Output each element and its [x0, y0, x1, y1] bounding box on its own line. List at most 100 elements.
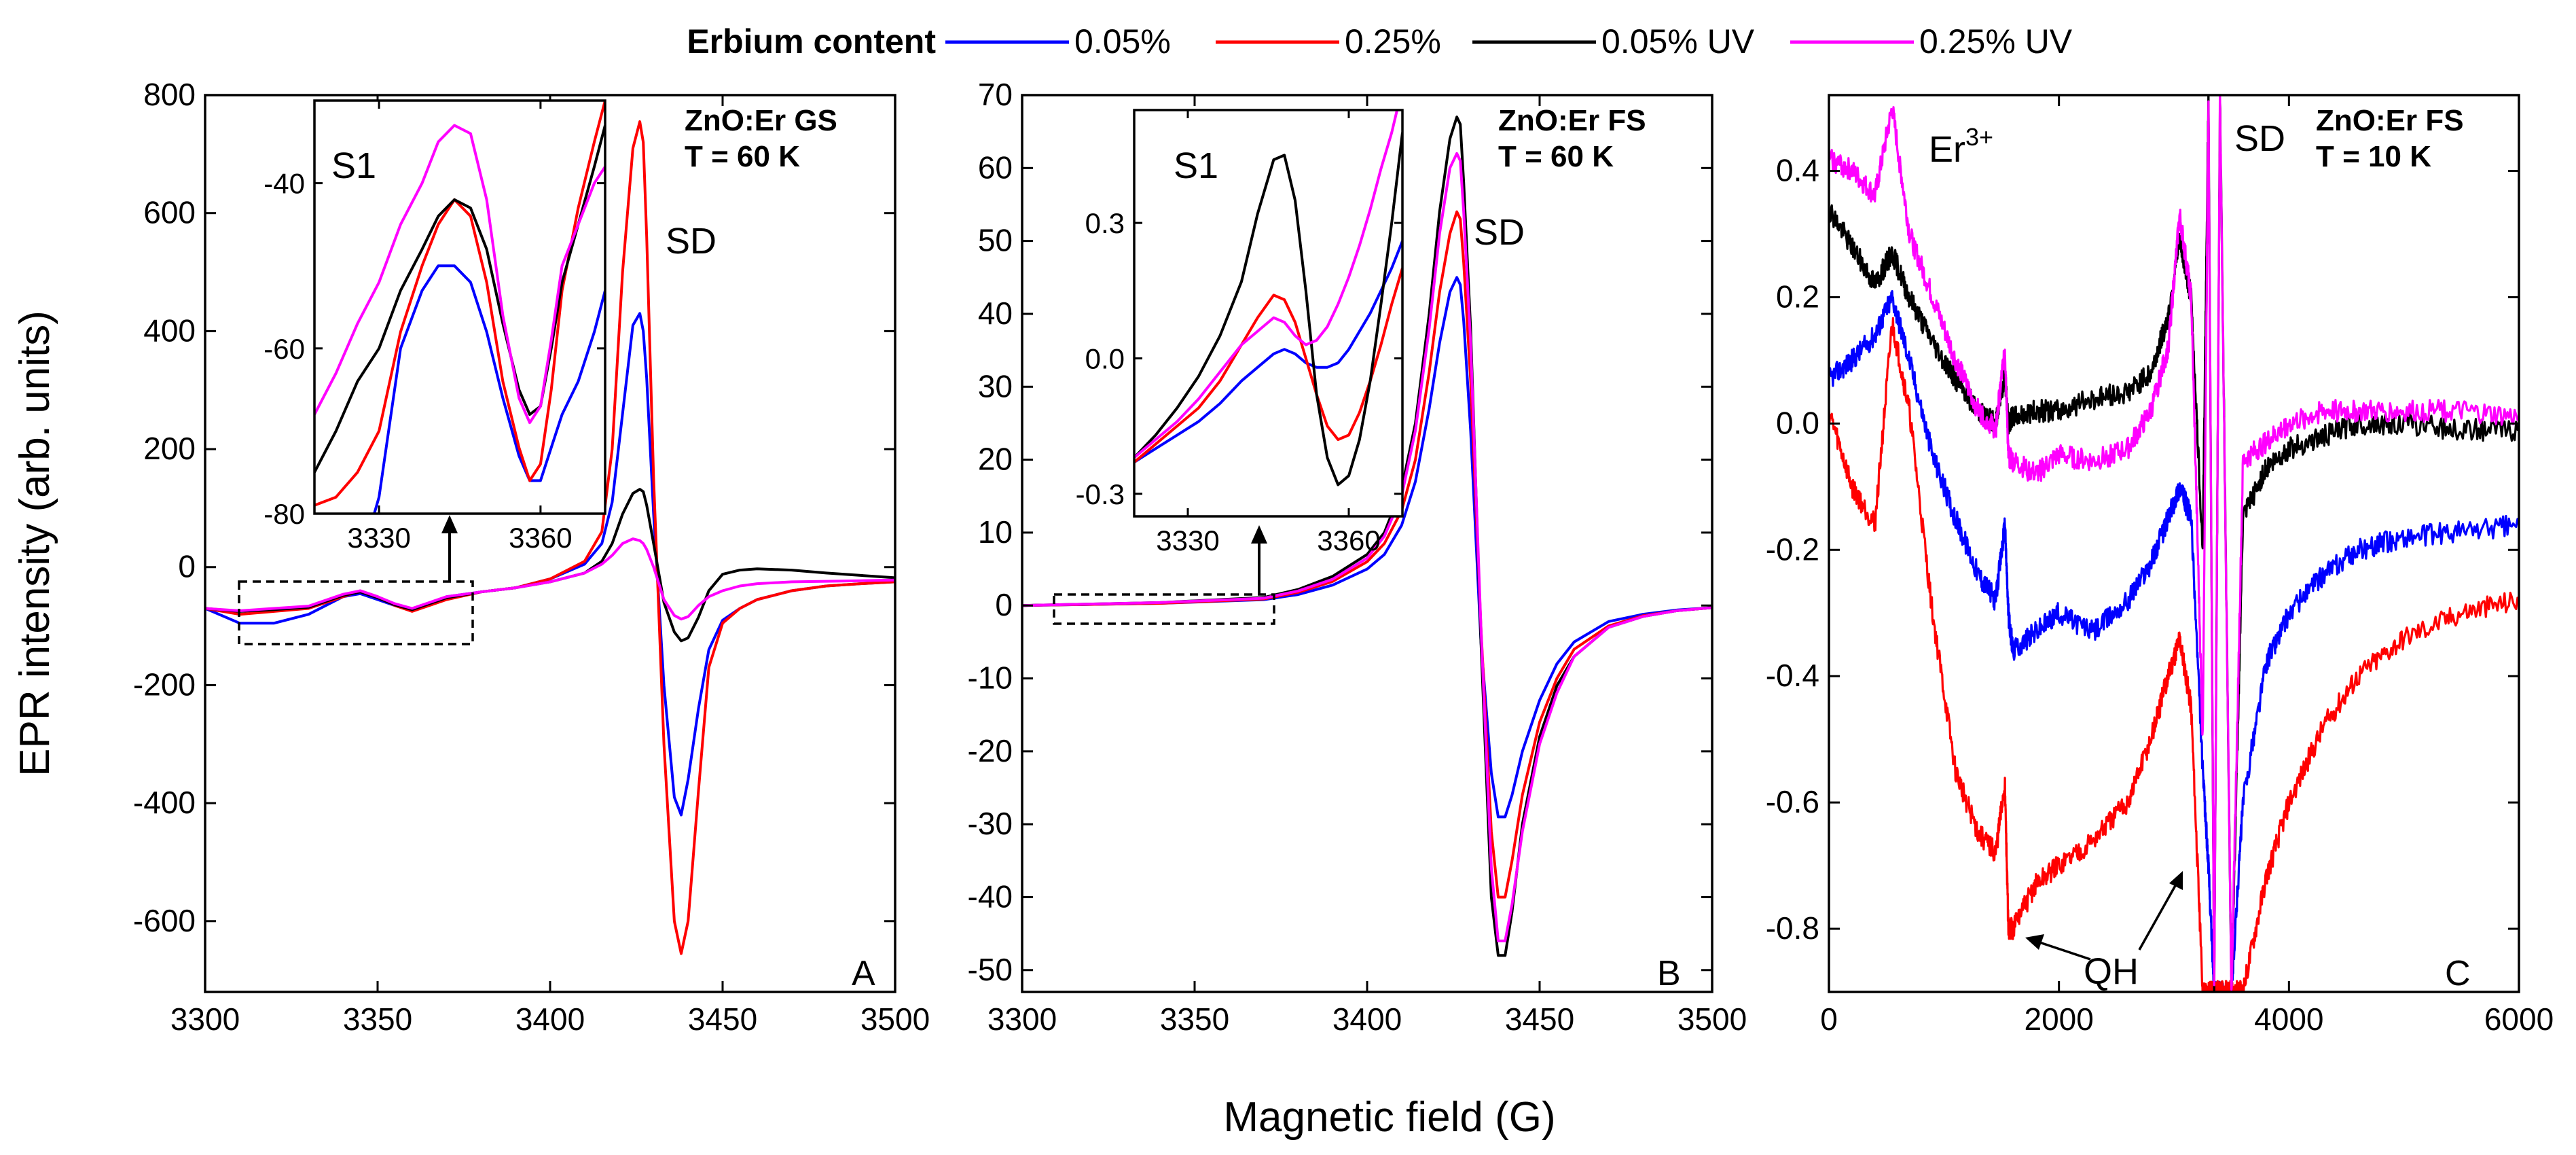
inset-b-y-tick-label-1: 0.0 [1085, 342, 1125, 374]
qh-arrow-left [2037, 940, 2091, 961]
inset-a-series-0-05-uv [314, 124, 605, 474]
legend-label-0: 0.05% [1074, 22, 1171, 60]
panel-a-series [205, 120, 895, 955]
inset-b-series [1134, 110, 1402, 486]
panel-c-qh-label: QH [2084, 951, 2139, 992]
panel-b-series [1022, 116, 1712, 957]
legend-title: Erbium content [687, 22, 936, 60]
panel-c-y-tick-label-1: -0.6 [1766, 784, 1819, 819]
panel-c-er-label: Er3+ [1929, 123, 1993, 170]
inset-b-x-tick-label-1: 3360 [1317, 525, 1380, 556]
panel-b-y-tick-label-9: 40 [978, 296, 1013, 331]
panel-b-title-line-2: T = 60 K [1498, 140, 1614, 173]
inset-b-axes: 3330 3360 -0.3 0.0 0.3 [1076, 109, 1404, 556]
legend-entry-2: 0.05% UV [1472, 22, 1755, 60]
panel-c-y-tick-label-6: 0.4 [1776, 153, 1819, 188]
panel-b-y-tick-label-4: -10 [968, 660, 1013, 696]
panel-b-x-tick-label-4: 3500 [1677, 1001, 1747, 1037]
inset-a-y-tick-label-2: -40 [264, 168, 305, 200]
panel-b-zoom-region [1053, 593, 1275, 625]
panel-c-x-tick-label-1: 2000 [2024, 1001, 2093, 1037]
panel-c-title-line-1: ZnO:Er FS [2316, 104, 2464, 137]
panel-a-zoom-arrowhead [441, 515, 458, 533]
panel-b-inset: 3330 3360 -0.3 0.0 0.3 [1076, 109, 1404, 556]
qh-arrow-right [2138, 883, 2178, 950]
legend-entry-1: 0.25% [1216, 22, 1441, 60]
panel-b-title-line-1: ZnO:Er FS [1498, 104, 1646, 137]
panel-a-y-tick-label-1: -400 [133, 785, 196, 820]
panel-a-series-0-25-uv [205, 537, 895, 621]
qh-arrowhead-left [2025, 934, 2044, 950]
panel-b-sd-label: SD [1474, 212, 1525, 253]
legend-label-1: 0.25% [1345, 22, 1441, 60]
legend-entry-0: 0.05% [945, 22, 1171, 60]
panel-b-letter: B [1657, 954, 1681, 993]
panel-a-zoom-region [238, 580, 474, 645]
panel-b-y-tick-label-0: -50 [968, 952, 1013, 987]
legend-label-2: 0.05% UV [1601, 22, 1755, 60]
panel-a-y-tick-label-0: -600 [133, 903, 196, 938]
legend-entry-3: 0.25% UV [1790, 22, 2073, 60]
panel-a-axes: 3300 3350 3400 3450 3500 -600 -400 -200 0 200 400 6… [133, 77, 930, 1037]
panel-b-axes: 3300 3350 3400 3450 3500 -50 -40 -30 -20 -10 0 10 20… [968, 77, 1747, 1037]
inset-a-series-0-05- [372, 264, 605, 514]
er-superscript: 3+ [1965, 123, 1993, 151]
panel-a-x-tick-label-3: 3450 [688, 1001, 757, 1037]
panel-b-series-0-05- [1022, 276, 1712, 819]
legend-label-3: 0.25% UV [1919, 22, 2073, 60]
panel-a-series-0-05- [205, 312, 895, 817]
panel-a-y-tick-label-6: 600 [143, 195, 196, 230]
inset-b-y-tick-label-0: -0.3 [1076, 478, 1125, 510]
inset-a-x-tick-label-0: 3330 [347, 522, 410, 554]
panel-b-y-tick-label-12: 70 [978, 77, 1013, 112]
panel-b-y-tick-label-5: 0 [995, 587, 1013, 622]
panel-c-series-0-05-uv [1829, 95, 2519, 992]
panel-c-sd-label: SD [2234, 118, 2285, 159]
inset-a-series-0-25-uv [314, 124, 605, 425]
inset-b-series-0-05- [1134, 240, 1402, 463]
panel-a-y-tick-label-7: 800 [143, 77, 196, 112]
inset-a-frame [313, 99, 606, 515]
panel-b-series-0-25-uv [1022, 152, 1712, 942]
inset-a-y-tick-label-1: -60 [264, 333, 305, 365]
y-axis-title: EPR intensity (arb. units) [12, 310, 58, 777]
panel-c-y-tick-label-3: -0.2 [1766, 531, 1819, 567]
panel-b: 3300 3350 3400 3450 3500 -50 -40 -30 -20 -10 0 10 20… [968, 77, 1747, 1037]
inset-a-x-tick-label-1: 3360 [509, 522, 572, 554]
inset-b-frame [1133, 109, 1404, 518]
panel-b-y-tick-label-11: 60 [978, 149, 1013, 185]
panel-c-x-tick-label-2: 4000 [2254, 1001, 2323, 1037]
qh-arrowhead-right [2169, 871, 2183, 890]
panel-a-y-tick-label-2: -200 [133, 667, 196, 702]
panel-c-series-0-25- [1829, 317, 2519, 992]
panel-c-y-tick-label-2: -0.4 [1766, 658, 1819, 693]
panel-c-x-tick-label-3: 6000 [2484, 1001, 2554, 1037]
panel-a-y-tick-label-3: 0 [178, 549, 196, 584]
panel-a-x-tick-label-1: 3350 [343, 1001, 412, 1037]
inset-a-label: S1 [331, 145, 376, 186]
inset-b-x-tick-label-0: 3330 [1156, 525, 1219, 556]
panel-a-y-tick-label-4: 200 [143, 431, 196, 466]
er-base: Er [1929, 129, 1965, 170]
inset-b-label: S1 [1174, 145, 1218, 186]
panel-c-y-tick-label-5: 0.2 [1776, 279, 1819, 314]
panel-b-y-tick-label-1: -40 [968, 878, 1013, 914]
inset-b-y-tick-label-2: 0.3 [1085, 207, 1125, 239]
panel-a-letter: A [852, 954, 875, 993]
panel-b-y-tick-label-10: 50 [978, 223, 1013, 258]
panel-b-y-tick-label-3: -20 [968, 733, 1013, 768]
panel-b-x-tick-label-2: 3400 [1332, 1001, 1402, 1037]
panel-c-series-0-25-uv [1829, 95, 2519, 991]
panel-a-x-tick-label-0: 3300 [170, 1001, 240, 1037]
panel-b-y-tick-label-8: 30 [978, 368, 1013, 404]
panel-c-x-tick-label-0: 0 [1820, 1001, 1838, 1037]
panel-b-x-tick-label-3: 3450 [1505, 1001, 1574, 1037]
panel-c-y-tick-label-0: -0.8 [1766, 910, 1819, 946]
panel-b-series-0-25- [1022, 210, 1712, 899]
inset-a-axes: 3330 3360 -80 -60 -40 [264, 99, 606, 554]
panel-b-y-tick-label-6: 10 [978, 514, 1013, 550]
x-axis-title: Magnetic field (G) [1223, 1094, 1555, 1141]
panel-c-series-0-05- [1829, 290, 2519, 992]
panel-b-x-tick-label-1: 3350 [1160, 1001, 1229, 1037]
panel-c-frame [1828, 94, 2520, 993]
